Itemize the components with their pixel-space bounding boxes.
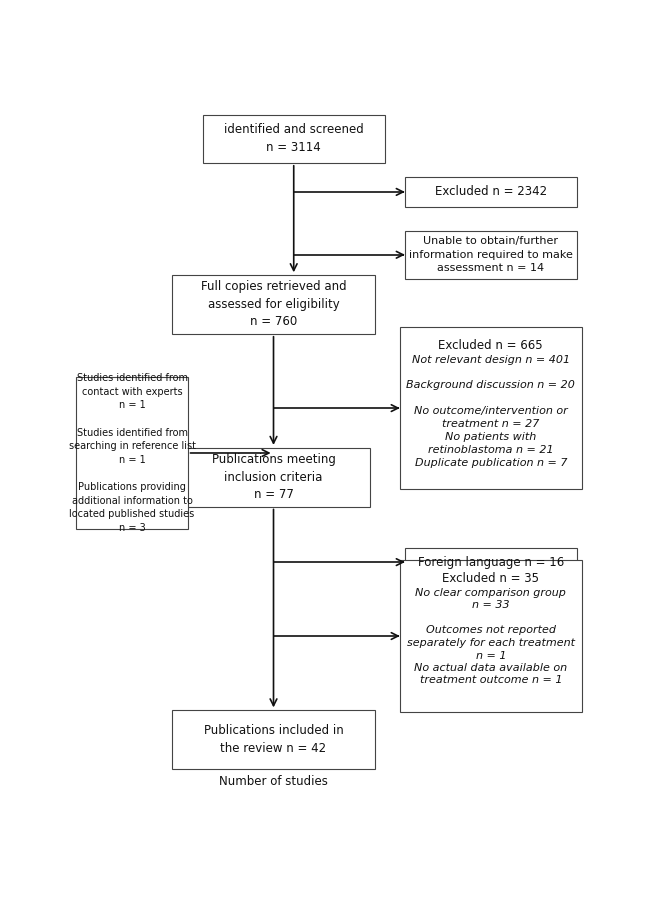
Text: No outcome/intervention or
treatment n = 27: No outcome/intervention or treatment n =… <box>414 406 568 429</box>
Text: identified and screened
n = 3114: identified and screened n = 3114 <box>224 124 364 154</box>
Text: No clear comparison group
n = 33: No clear comparison group n = 33 <box>415 588 566 611</box>
FancyBboxPatch shape <box>400 327 582 489</box>
Text: Foreign language n = 16: Foreign language n = 16 <box>418 555 564 569</box>
Text: Full copies retrieved and
assessed for eligibility
n = 760: Full copies retrieved and assessed for e… <box>201 281 346 328</box>
FancyBboxPatch shape <box>203 115 385 163</box>
FancyBboxPatch shape <box>177 448 370 507</box>
FancyBboxPatch shape <box>76 377 188 529</box>
Text: Publications meeting
inclusion criteria
n = 77: Publications meeting inclusion criteria … <box>212 453 335 501</box>
FancyBboxPatch shape <box>400 560 582 712</box>
Text: Excluded n = 2342: Excluded n = 2342 <box>435 186 547 198</box>
Text: Outcomes not reported
separately for each treatment
n = 1: Outcomes not reported separately for eac… <box>407 625 575 661</box>
Text: No patients with
retinoblastoma n = 21: No patients with retinoblastoma n = 21 <box>428 431 554 455</box>
Text: Not relevant design n = 401: Not relevant design n = 401 <box>411 354 570 364</box>
Text: Excluded n = 665: Excluded n = 665 <box>439 339 543 353</box>
FancyBboxPatch shape <box>405 547 577 577</box>
FancyBboxPatch shape <box>172 710 375 769</box>
Text: Duplicate publication n = 7: Duplicate publication n = 7 <box>415 457 567 467</box>
Text: Publications included in
the review n = 42: Publications included in the review n = … <box>203 725 344 755</box>
FancyBboxPatch shape <box>405 177 577 207</box>
Text: No actual data available on
treatment outcome n = 1: No actual data available on treatment ou… <box>414 663 567 685</box>
Text: Unable to obtain/further
information required to make
assessment n = 14: Unable to obtain/further information req… <box>409 236 572 274</box>
Text: Number of studies: Number of studies <box>219 775 328 788</box>
FancyBboxPatch shape <box>405 231 577 279</box>
Text: Background discussion n = 20: Background discussion n = 20 <box>406 380 575 390</box>
FancyBboxPatch shape <box>172 275 375 334</box>
Text: Excluded n = 35: Excluded n = 35 <box>442 572 539 586</box>
Text: Studies identified from
contact with experts
n = 1

Studies identified from
sear: Studies identified from contact with exp… <box>68 373 196 533</box>
